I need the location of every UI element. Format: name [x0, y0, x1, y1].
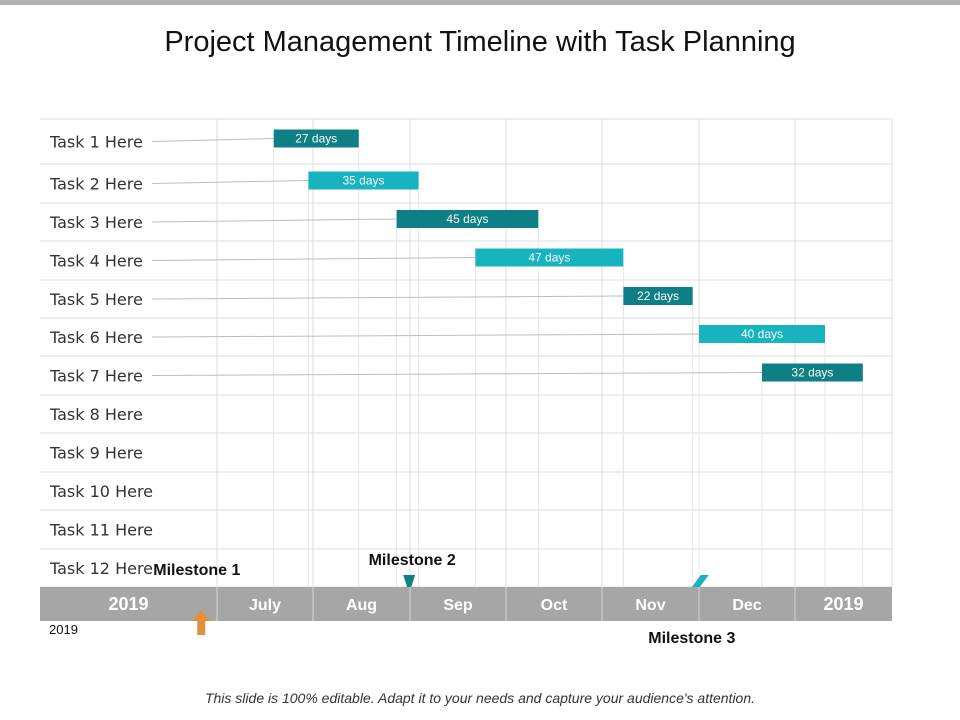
task-bar: [475, 248, 624, 267]
task-label: Task 12 Here: [49, 559, 153, 578]
task-leader-line: [151, 218, 397, 223]
task-bar: [762, 363, 863, 382]
task-label: Task 9 Here: [49, 444, 143, 463]
axis-label: Aug: [346, 597, 377, 614]
task-label: Task 3 Here: [49, 213, 143, 232]
task-duration-label: 32 days: [791, 366, 833, 380]
task-label: Task 7 Here: [49, 367, 143, 386]
task-bar: [273, 129, 359, 148]
task-label: Task 11 Here: [49, 521, 153, 540]
milestone-2-marker: [403, 575, 416, 587]
axis-label: July: [249, 597, 281, 614]
timeline-axis-bar: [40, 587, 892, 621]
task-leader-line: [151, 138, 274, 142]
task-label: Task 1 Here: [49, 133, 143, 152]
task-duration-label: 40 days: [741, 327, 783, 341]
task-leader-line: [151, 257, 476, 261]
axis-label: Oct: [541, 597, 568, 614]
axis-label: Sep: [443, 597, 473, 614]
task-duration-label: 45 days: [446, 212, 488, 226]
task-bar: [396, 210, 539, 228]
milestone-2-label: Milestone 2: [369, 552, 456, 569]
task-leader-line: [151, 372, 763, 376]
task-leader-line: [151, 295, 624, 300]
axis-label: Nov: [635, 597, 665, 614]
task-bar: [308, 171, 419, 190]
axis-label: Dec: [732, 597, 761, 614]
milestone-3-label: Milestone 3: [648, 630, 735, 647]
footer-note: This slide is 100% editable. Adapt it to…: [204, 690, 756, 706]
task-bar: [623, 287, 693, 305]
task-duration-label: 27 days: [295, 132, 337, 146]
axis-label: 2019: [823, 594, 863, 614]
milestone-1-label: Milestone 1: [153, 562, 240, 579]
task-label: Task 6 Here: [49, 328, 143, 347]
task-label: Task 4 Here: [49, 252, 143, 271]
task-duration-label: 35 days: [342, 174, 384, 188]
milestone-1-arrow: [192, 610, 211, 635]
top-accent-bar: [0, 0, 960, 5]
milestone-3-marker: [691, 575, 709, 587]
task-duration-label: 22 days: [637, 289, 679, 303]
task-label: Task 5 Here: [49, 290, 143, 309]
axis-label: 2019: [108, 594, 148, 614]
task-leader-line: [151, 333, 700, 338]
task-leader-line: [151, 180, 309, 184]
task-label: Task 8 Here: [49, 405, 143, 424]
page-title: Project Management Timeline with Task Pl…: [164, 26, 796, 58]
year-note: 2019: [49, 622, 78, 637]
task-label: Task 10 Here: [49, 482, 153, 501]
task-label: Task 2 Here: [49, 175, 143, 194]
task-duration-label: 47 days: [528, 251, 570, 265]
task-bar: [699, 325, 826, 343]
